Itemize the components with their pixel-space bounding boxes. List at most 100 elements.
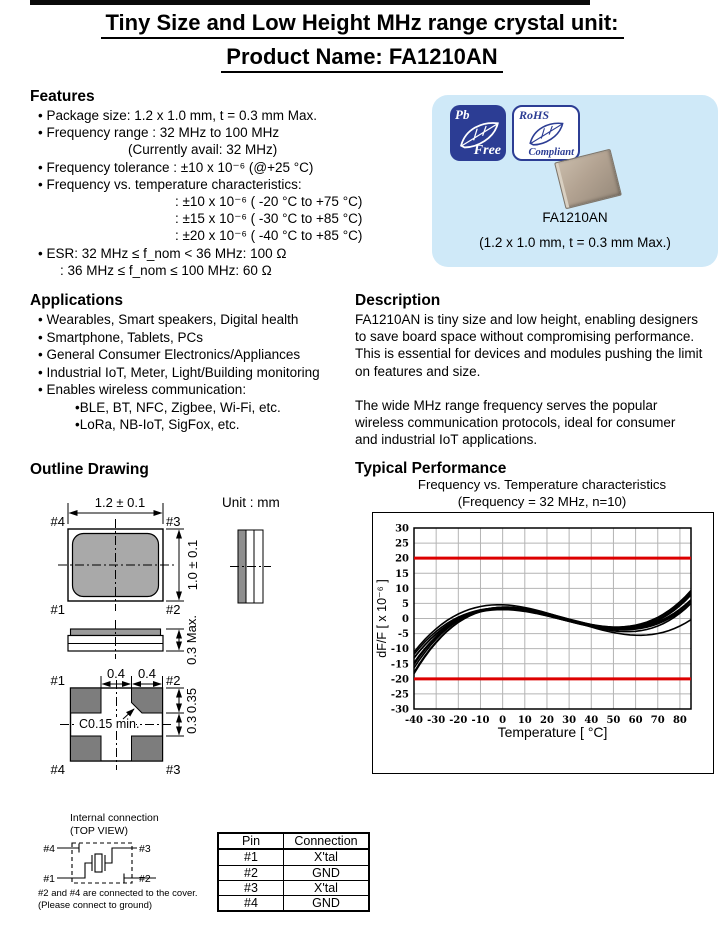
svg-text:-15: -15 <box>391 659 409 670</box>
pin-label: #3 <box>166 762 180 777</box>
svg-text:30: 30 <box>395 524 409 535</box>
description-paragraph-2: The wide MHz range frequency serves the … <box>355 397 675 449</box>
feature-item: • Frequency range : 32 MHz to 100 MHz <box>38 125 280 141</box>
pin-label: #2 <box>166 673 180 688</box>
table-row: #1 X'tal <box>217 848 370 866</box>
application-item: • General Consumer Electronics/Appliance… <box>38 347 301 362</box>
table-row: #2 GND <box>217 864 370 881</box>
description-line: on features and size. <box>355 363 481 379</box>
internal-connection-note: #2 and #4 are connected to the cover. (P… <box>38 888 198 911</box>
rohs-label-top: RoHS <box>519 108 550 122</box>
connection-cell: GND <box>283 864 370 881</box>
rohs-logo: RoHS Compliant <box>512 105 580 161</box>
connection-cell: X'tal <box>283 848 370 866</box>
outline-drawing: 1.2 ± 0.1 1.0 ± 0.1 #4 #3 #1 #2 0.3 Max.… <box>51 495 271 777</box>
chart-subtitle: (Frequency = 32 MHz, n=10) <box>457 494 627 509</box>
product-badge-box: Pb Free RoHS Compliant FA1210AN (1.2 x 1… <box>432 95 718 267</box>
pin-label: #1 <box>43 873 55 885</box>
pin-cell: #1 <box>217 848 284 866</box>
performance-heading: Typical Performance <box>355 460 507 477</box>
pb-free-label-top: Pb <box>455 107 470 122</box>
svg-text:-20: -20 <box>391 674 409 685</box>
svg-text:60: 60 <box>629 715 643 726</box>
application-item: • Industrial IoT, Meter, Light/Building … <box>38 364 320 380</box>
pin-label: #4 <box>43 843 55 855</box>
applications-heading: Applications <box>30 292 124 309</box>
svg-text:Temperature [ °C]: Temperature [ °C] <box>498 724 608 740</box>
rohs-label-bottom: Compliant <box>528 147 574 158</box>
description-line: wireless communication protocols, ideal … <box>355 415 676 431</box>
pin-label: #4 <box>51 514 65 529</box>
description-line: This is essential for devices and module… <box>355 346 703 362</box>
svg-text:0: 0 <box>499 715 506 726</box>
chamfer-note: C0.15 min. <box>79 717 139 731</box>
pin-label: #2 <box>139 873 151 885</box>
land-pad-height-label: 0.35 <box>184 688 199 713</box>
application-sub-item: •BLE, BT, NFC, Zigbee, Wi-Fi, etc. <box>75 399 281 415</box>
pin-label: #4 <box>51 762 65 777</box>
description-line: The wide MHz range frequency serves the … <box>355 398 658 413</box>
application-item: • Wearables, Smart speakers, Digital hea… <box>38 312 299 327</box>
land-dim-label: 0.4 <box>138 666 156 681</box>
dim-width-label: 1.2 ± 0.1 <box>95 495 146 510</box>
description-heading: Description <box>355 292 441 309</box>
title-line-2: Product Name: FA1210AN <box>221 44 503 73</box>
svg-text:5: 5 <box>402 599 409 610</box>
application-item: • Smartphone, Tablets, PCs <box>38 329 204 345</box>
table-row: #3 X'tal <box>217 879 370 897</box>
svg-text:80: 80 <box>673 715 687 726</box>
internal-connection-diagram: #4 #3 #1 #2 <box>43 842 156 885</box>
description-line: to save board space without compromising… <box>355 329 695 345</box>
land-dim-label: 0.4 <box>107 666 125 681</box>
pb-leaf-icon <box>460 122 499 149</box>
svg-text:10: 10 <box>395 584 409 595</box>
svg-text:15: 15 <box>395 569 409 580</box>
feature-item: : ±20 x 10⁻⁶ ( -40 °C to +85 °C) <box>175 228 363 244</box>
svg-text:0: 0 <box>402 614 409 625</box>
outline-heading: Outline Drawing <box>30 461 149 478</box>
svg-text:-20: -20 <box>449 715 467 726</box>
rohs-leaf-icon <box>529 122 564 146</box>
product-name: FA1210AN <box>542 210 608 225</box>
unit-label: Unit : mm <box>222 495 280 510</box>
pin-cell: #2 <box>217 864 284 881</box>
pin-label: #3 <box>139 843 151 855</box>
svg-text:-30: -30 <box>427 715 445 726</box>
feature-item: • ESR: 32 MHz ≤ f_nom < 36 MHz: 100 Ω <box>38 245 287 261</box>
pin-table-header-row: Pin Connection <box>217 832 370 851</box>
svg-text:20: 20 <box>540 715 554 726</box>
pin-label: #2 <box>166 602 180 617</box>
svg-text:-40: -40 <box>405 715 423 726</box>
pin-table: Pin Connection #1 X'tal #2 GND #3 X'tal … <box>217 832 370 913</box>
feature-item: (Currently avail: 32 MHz) <box>128 142 278 158</box>
svg-text:-30: -30 <box>391 705 409 716</box>
svg-text:10: 10 <box>518 715 532 726</box>
svg-text:-10: -10 <box>471 715 489 726</box>
pb-free-label-bottom: Free <box>473 143 501 158</box>
chart-title: Frequency vs. Temperature characteristic… <box>417 477 667 492</box>
chart-frame: 30 25 20 15 10 5 0 -5 -10 -15 -20 -25 -30 -40 -30 -20 -1… <box>372 512 714 774</box>
title-line-1: Tiny Size and Low Height MHz range cryst… <box>100 10 624 39</box>
note-line: #2 and #4 are connected to the cover. <box>38 888 198 899</box>
application-sub-item: •LoRa, NB-IoT, SigFox, etc. <box>75 417 240 432</box>
note-line: (Please connect to ground) <box>38 899 153 911</box>
connection-cell: GND <box>283 895 370 912</box>
description-paragraph-1: FA1210AN is tiny size and low height, en… <box>355 311 702 380</box>
features-heading: Features <box>30 88 95 105</box>
pin-cell: #4 <box>217 895 284 912</box>
description-line: and industrial IoT applications. <box>355 432 538 448</box>
pin-label: #3 <box>166 514 180 529</box>
svg-text:20: 20 <box>395 554 409 565</box>
internal-title-line: (TOP VIEW) <box>70 824 128 837</box>
page-title: Tiny Size and Low Height MHz range cryst… <box>0 10 724 73</box>
features-list: • Package size: 1.2 x 1.0 mm, t = 0.3 mm… <box>38 107 362 279</box>
svg-text:25: 25 <box>395 539 409 550</box>
pin-label: #1 <box>51 673 65 688</box>
feature-item: : ±15 x 10⁻⁶ ( -30 °C to +85 °C) <box>175 211 363 227</box>
feature-item: : ±10 x 10⁻⁶ ( -20 °C to +75 °C) <box>175 194 363 210</box>
pb-free-logo: Pb Free <box>450 105 506 161</box>
svg-text:40: 40 <box>584 715 598 726</box>
application-item: • Enables wireless communication: <box>38 382 247 397</box>
description-line: FA1210AN is tiny size and low height, en… <box>355 312 698 327</box>
